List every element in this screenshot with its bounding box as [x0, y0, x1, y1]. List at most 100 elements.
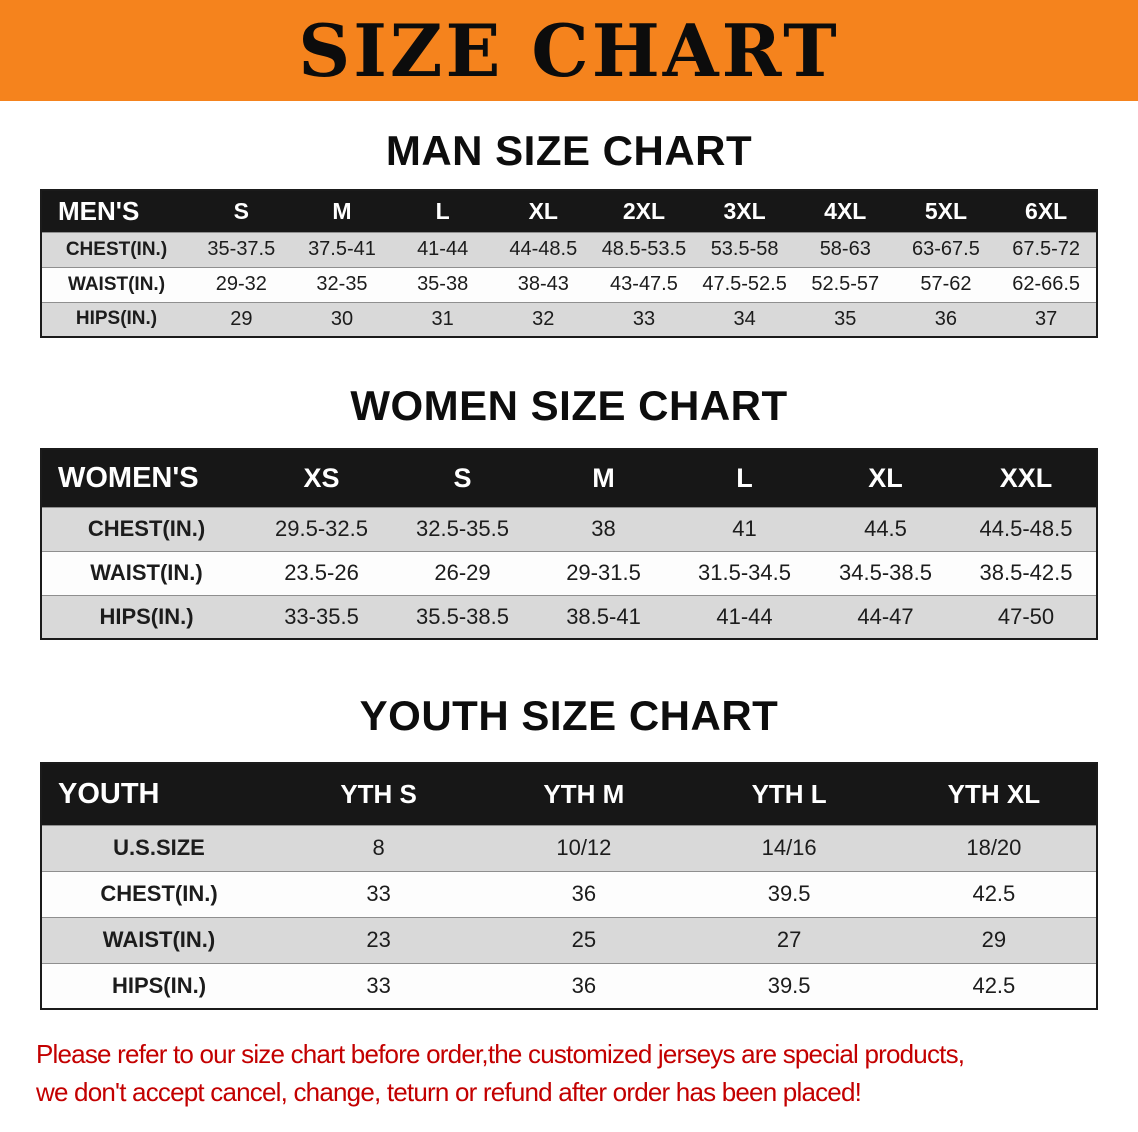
size-value-cell: 26-29 [434, 560, 491, 585]
table-row: CHEST(IN.) 33 36 39.5 42.5 [41, 871, 1097, 917]
size-value-cell: 41 [732, 516, 757, 541]
measurement-label-cell: WAIST(IN.) [102, 927, 216, 952]
size-value-cell: 29.5-32.5 [275, 516, 368, 541]
size-value-cell: 10/12 [556, 835, 612, 860]
size-value-cell: 38.5-41 [566, 603, 641, 629]
size-value-cell: 29-31.5 [566, 560, 641, 585]
size-value-cell: 27 [776, 927, 802, 952]
size-value-cell: 37.5-41 [308, 238, 376, 260]
size-value-cell: 37 [1035, 307, 1058, 330]
size-value-cell: 44.5-48.5 [979, 516, 1073, 541]
size-value-cell: 35.5-38.5 [416, 603, 509, 629]
size-column-header: XXL [956, 449, 1097, 507]
size-value-cell: 44.5 [864, 516, 907, 541]
size-column-header: XL [815, 449, 956, 507]
table-row: HIPS(IN.) 33-35.5 35.5-38.5 38.5-41 41-44 44-… [41, 595, 1097, 639]
size-value-cell: 31.5-34.5 [698, 560, 791, 585]
size-value-cell: 35 [834, 307, 857, 330]
size-value-cell: 62-66.5 [1012, 273, 1081, 295]
measurement-label-cell: U.S.SIZE [113, 835, 205, 860]
measurement-label-cell: CHEST(IN.) [65, 238, 168, 260]
size-value-cell: 8 [372, 835, 385, 860]
size-value-cell: 44-48.5 [509, 238, 578, 260]
table-header-row: MEN'S S M L XL 2XL 3XL 4XL 5XL 6XL [41, 190, 1097, 232]
size-value-cell: 41-44 [417, 238, 469, 260]
youth-size-table: YOUTH YTH S YTH M YTH L YTH XL U.S.SIZE 8 10/12… [40, 762, 1098, 1010]
measurement-label-cell: HIPS(IN.) [99, 603, 194, 629]
size-value-cell: 63-67.5 [912, 238, 980, 260]
size-value-cell: 32 [532, 307, 555, 330]
size-column-header: YTH L [686, 763, 892, 825]
table-row: WAIST(IN.) 23.5-26 26-29 29-31.5 31.5-34.5 34… [41, 551, 1097, 595]
size-value-cell: 29-32 [215, 273, 267, 295]
table-row: WAIST(IN.) 29-32 32-35 35-38 38-43 43-47.5 47.… [41, 267, 1097, 302]
table-title-cell: MEN'S [41, 190, 191, 232]
size-value-cell: 39.5 [767, 881, 811, 906]
disclaimer-line-2: we don't accept cancel, change, teturn o… [36, 1076, 862, 1107]
size-value-cell: 38-43 [517, 273, 569, 295]
size-column-header: YTH XL [891, 763, 1097, 825]
size-column-header: XL [492, 190, 594, 232]
size-value-cell: 35-38 [417, 273, 469, 295]
size-value-cell: 31 [431, 307, 454, 330]
size-value-cell: 39.5 [767, 972, 811, 998]
size-value-cell: 33 [632, 307, 656, 330]
measurement-label-cell: WAIST(IN.) [90, 560, 203, 585]
size-column-header: 5XL [895, 190, 997, 232]
size-column-header: S [191, 190, 292, 232]
size-value-cell: 36 [934, 307, 958, 330]
women-size-table: WOMEN'S XS S M L XL XXL CHEST(IN.) 29.5-32.5 32.5… [40, 448, 1098, 640]
size-value-cell: 33-35.5 [284, 603, 359, 629]
size-value-cell: 23 [366, 927, 391, 952]
table-row: CHEST(IN.) 35-37.5 37.5-41 41-44 44-48.5 48.5… [41, 232, 1097, 267]
size-value-cell: 33 [366, 881, 391, 906]
page-title: SIZE CHART [298, 7, 840, 93]
size-value-cell: 52.5-57 [811, 273, 880, 295]
table-row: WAIST(IN.) 23 25 27 29 [41, 917, 1097, 963]
size-value-cell: 38 [591, 516, 616, 541]
size-value-cell: 38.5-42.5 [979, 560, 1073, 585]
disclaimer-line-1: Please refer to our size chart before or… [36, 1039, 965, 1069]
youth-size-section: YOUTH SIZE CHART YOUTH YTH S YTH M YTH L YTH… [0, 692, 1138, 1010]
size-value-cell: 23.5-26 [284, 560, 359, 585]
size-value-cell: 14/16 [761, 835, 817, 860]
size-value-cell: 57-62 [920, 273, 972, 295]
size-value-cell: 29 [230, 307, 253, 330]
size-value-cell: 33 [366, 972, 391, 998]
size-value-cell: 67.5-72 [1012, 238, 1081, 260]
size-value-cell: 36 [571, 972, 597, 998]
size-value-cell: 48.5-53.5 [601, 238, 687, 260]
size-column-header: 2XL [593, 190, 695, 232]
table-row: CHEST(IN.) 29.5-32.5 32.5-35.5 38 41 44.5 44.5… [41, 507, 1097, 551]
size-column-header: 3XL [694, 190, 795, 232]
size-column-header: YTH M [481, 763, 687, 825]
table-row: HIPS(IN.) 29 30 31 32 33 34 35 36 37 [41, 302, 1097, 337]
size-value-cell: 41-44 [716, 603, 773, 629]
measurement-label-cell: HIPS(IN.) [75, 308, 158, 330]
title-banner: SIZE CHART [0, 0, 1138, 101]
size-column-header: YTH S [276, 763, 482, 825]
size-value-cell: 42.5 [972, 881, 1016, 906]
measurement-label-cell: CHEST(IN.) [87, 516, 206, 541]
measurement-label-cell: WAIST(IN.) [67, 273, 166, 295]
size-column-header: L [674, 449, 815, 507]
measurement-label-cell: CHEST(IN.) [100, 881, 218, 906]
size-value-cell: 47.5-52.5 [702, 273, 787, 295]
size-column-header: XS [251, 449, 392, 507]
size-column-header: 4XL [794, 190, 896, 232]
size-value-cell: 47-50 [997, 603, 1055, 629]
table-title-cell: WOMEN'S [41, 449, 251, 507]
size-value-cell: 34 [733, 307, 756, 330]
size-value-cell: 18/20 [966, 835, 1022, 860]
size-value-cell: 30 [330, 307, 354, 330]
size-value-cell: 58-63 [819, 238, 871, 260]
table-title-cell: YOUTH [41, 763, 276, 825]
men-section-heading: MAN SIZE CHART [385, 127, 753, 174]
size-column-header: 6XL [996, 190, 1097, 232]
size-column-header: S [392, 449, 533, 507]
women-section-heading: WOMEN SIZE CHART [350, 382, 788, 429]
size-value-cell: 29 [981, 927, 1007, 952]
measurement-label-cell: HIPS(IN.) [111, 972, 207, 998]
size-value-cell: 44-47 [857, 603, 914, 629]
